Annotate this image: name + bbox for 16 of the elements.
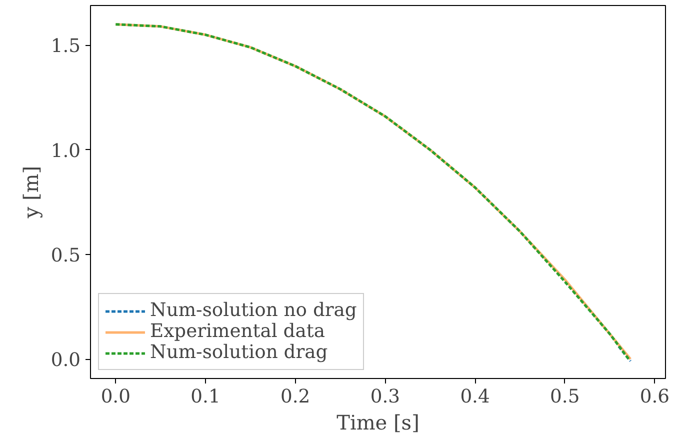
legend-label: Num-solution drag [150,342,328,363]
x-tick-label: 0.2 [280,386,310,408]
y-tick-label: 1.0 [50,140,80,162]
y-axis-title: y [m] [18,166,43,220]
x-tick-label: 0.5 [550,386,580,408]
y-tick-label: 0.5 [50,245,80,266]
x-tick-label: 0.3 [370,386,400,408]
x-tick-label: 0.4 [460,386,490,408]
x-tick-label: 0.0 [100,386,130,408]
x-axis-title: Time [s] [336,410,420,434]
y-tick-label: 0.0 [50,350,80,372]
legend-label: Experimental data [150,321,325,342]
x-tick-label: 0.1 [190,386,220,408]
legend-label: Num-solution no drag [150,300,357,321]
x-tick-label: 0.6 [640,386,670,408]
y-tick-label: 1.5 [50,36,80,58]
